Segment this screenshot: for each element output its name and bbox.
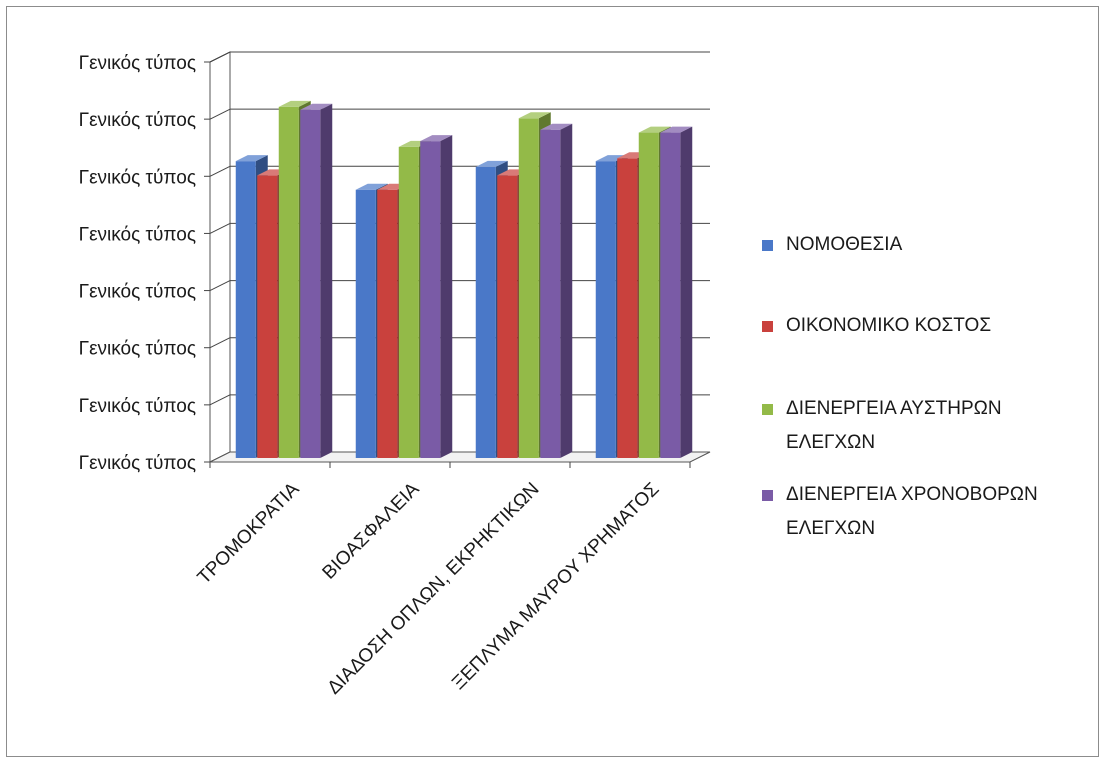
bar-top <box>420 135 453 142</box>
legend-label: ΝΟΜΟΘΕΣΙΑ <box>786 234 903 255</box>
y-tick-label: Γενικός τύπος <box>79 110 196 131</box>
bar-top <box>595 155 628 162</box>
bar-front <box>595 161 616 458</box>
bar <box>540 123 573 458</box>
y-tick-label: Γενικός τύπος <box>79 282 196 303</box>
bar-top <box>235 155 268 162</box>
y-tick-label: Γενικός τύπος <box>79 339 196 360</box>
category-label: ΒΙΟΑΣΦΑΛΕΙΑ <box>319 478 424 583</box>
bar-front <box>660 132 681 459</box>
bar-top <box>518 112 551 119</box>
bar-front <box>638 132 659 459</box>
bar-top <box>660 126 693 133</box>
bar-front <box>377 189 398 458</box>
bar-front <box>497 175 518 458</box>
y-tick-label: Γενικός τύπος <box>79 167 196 188</box>
bar-front <box>355 189 376 458</box>
bar-side <box>320 103 333 458</box>
bar-front <box>257 175 278 458</box>
bar-side <box>680 126 693 459</box>
bar <box>300 103 333 458</box>
bar-front <box>617 158 638 459</box>
gridline-diagonal <box>209 280 231 292</box>
bar-front <box>398 146 419 458</box>
side-wall <box>209 51 231 463</box>
legend-swatch <box>762 404 773 415</box>
bar-front <box>300 109 321 458</box>
legend-item: ΔΙΕΝΕΡΓΕΙΑ ΑΥΣΤΗΡΩΝ ΕΛΕΓΧΩΝ <box>762 398 1002 453</box>
bar-front <box>475 166 496 458</box>
legend-item: ΔΙΕΝΕΡΓΕΙΑ ΧΡΟΝΟΒΟΡΩΝ ΕΛΕΓΧΩΝ <box>762 484 1038 539</box>
category-label: ΔΙΑΔΟΣΗ ΟΠΛΩΝ, ΕΚΡΗΚΤΙΚΩΝ <box>324 479 544 699</box>
legend-label: ΔΙΕΝΕΡΓΕΙΑ ΑΥΣΤΗΡΩΝ ΕΛΕΓΧΩΝ <box>786 398 1002 453</box>
legend-label: ΟΙΚΟΝΟΜΙΚΟ ΚΟΣΤΟΣ <box>786 315 991 336</box>
legend: ΝΟΜΟΘΕΣΙΑ ΟΙΚΟΝΟΜΙΚΟ ΚΟΣΤΟΣ ΔΙΕΝΕΡΓΕΙΑ ΑΥΣ… <box>762 234 1038 539</box>
legend-item: ΝΟΜΟΘΕΣΙΑ <box>762 234 903 255</box>
y-tick-label: Γενικός τύπος <box>79 224 196 245</box>
gridline-diagonal <box>209 394 231 406</box>
bar-top <box>475 160 508 167</box>
bar-top <box>638 126 671 133</box>
legend-swatch <box>762 240 773 251</box>
gridline-diagonal <box>209 337 231 349</box>
bar-top <box>355 183 388 190</box>
category-label: ΞΕΠΛΥΜΑ ΜΑΥΡΟΥ ΧΡΗΜΑΤΟΣ <box>448 479 663 694</box>
bar <box>660 126 693 459</box>
bar-front <box>540 129 561 458</box>
bar <box>420 135 453 458</box>
bar-front <box>235 161 256 458</box>
gridline-diagonal <box>209 108 231 120</box>
bars <box>235 100 693 459</box>
bar-front <box>278 106 299 458</box>
bar-front <box>518 118 539 459</box>
legend-swatch <box>762 321 773 332</box>
gridline-diagonal <box>209 222 231 234</box>
bar-top <box>540 123 573 130</box>
bar-front <box>420 141 441 458</box>
legend-swatch <box>762 490 773 501</box>
y-tick-label: Γενικός τύπος <box>79 396 196 417</box>
bar-top <box>300 103 333 110</box>
legend-label: ΔΙΕΝΕΡΓΕΙΑ ΧΡΟΝΟΒΟΡΩΝ ΕΛΕΓΧΩΝ <box>786 484 1038 539</box>
y-tick-label: Γενικός τύπος <box>79 53 196 74</box>
category-label: ΤΡΟΜΟΚΡΑΤΙΑ <box>194 478 304 588</box>
y-axis-ticks: Γενικός τύπος Γενικός τύπος Γενικός τύπος Γ… <box>79 53 691 474</box>
bar-side <box>560 123 573 458</box>
floor <box>209 451 711 463</box>
gridline-diagonal <box>209 165 231 177</box>
bar-top <box>278 100 311 107</box>
legend-item: ΟΙΚΟΝΟΜΙΚΟ ΚΟΣΤΟΣ <box>762 315 991 336</box>
gridline-diagonal <box>209 51 231 63</box>
y-tick-label: Γενικός τύπος <box>79 453 196 474</box>
bar-side <box>440 135 453 458</box>
